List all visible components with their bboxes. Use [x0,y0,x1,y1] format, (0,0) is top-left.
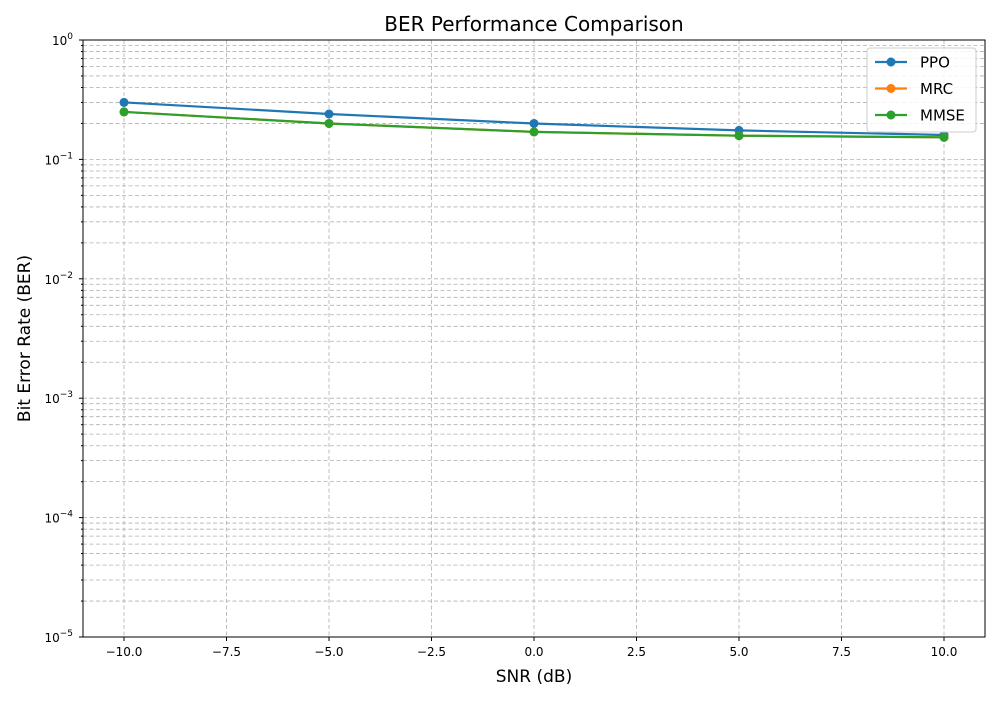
y-tick-base: 10 [44,273,59,287]
chart-title: BER Performance Comparison [384,12,683,36]
data-point-mmse [119,107,129,117]
data-point-mmse [939,132,949,142]
legend-label-ppo: PPO [920,54,950,72]
legend-label-mmse: MMSE [920,107,965,125]
y-tick-label: 100 [52,32,73,48]
x-tick-label: 2.5 [627,645,646,659]
y-tick-exponent: −2 [60,271,73,281]
x-tick-label: −5.0 [314,645,343,659]
y-tick-base: 10 [44,631,59,645]
y-tick-base: 10 [44,392,59,406]
y-axis-label: Bit Error Rate (BER) [15,255,35,422]
y-tick-label: 10−5 [44,629,73,645]
y-tick-base: 10 [44,512,59,526]
data-point-mmse [529,127,539,137]
legend-label-mrc: MRC [920,80,953,98]
data-point-ppo [529,118,539,128]
x-axis-label: SNR (dB) [496,667,572,687]
legend-swatch-marker-ppo [886,57,896,67]
y-tick-exponent: −5 [60,629,73,639]
x-tick-label: 7.5 [832,645,851,659]
legend[interactable]: PPO MRC MMSE [866,47,977,133]
data-point-mmse [734,131,744,141]
data-point-mmse [324,118,334,128]
y-tick-label: 10−3 [44,390,73,406]
y-tick-exponent: 0 [67,32,73,42]
y-tick-exponent: −1 [60,151,73,161]
x-tick-label: 10.0 [931,645,958,659]
y-tick-label: 10−4 [44,510,73,526]
x-tick-label: −7.5 [212,645,241,659]
y-tick-base: 10 [52,34,67,48]
x-tick-label: −2.5 [417,645,446,659]
legend-box [866,47,977,133]
grid [83,39,985,638]
x-tick-label: 0.0 [524,645,543,659]
data-point-ppo [119,97,129,107]
y-tick-label: 10−2 [44,271,73,287]
x-tick-label: −10.0 [106,645,143,659]
y-tick-exponent: −3 [60,390,73,400]
data-point-ppo [324,109,334,119]
series-lines [119,97,949,142]
x-tick-label: 5.0 [729,645,748,659]
y-tick-base: 10 [44,153,59,167]
y-tick-label: 10−1 [44,151,73,167]
legend-swatch-marker-mmse [886,110,896,120]
y-tick-exponent: −4 [60,510,74,520]
legend-swatch-marker-mrc [886,84,896,93]
x-axis: −10.0 −7.5 −5.0 −2.5 0.0 2.5 5.0 7.5 10.0 [106,637,958,659]
